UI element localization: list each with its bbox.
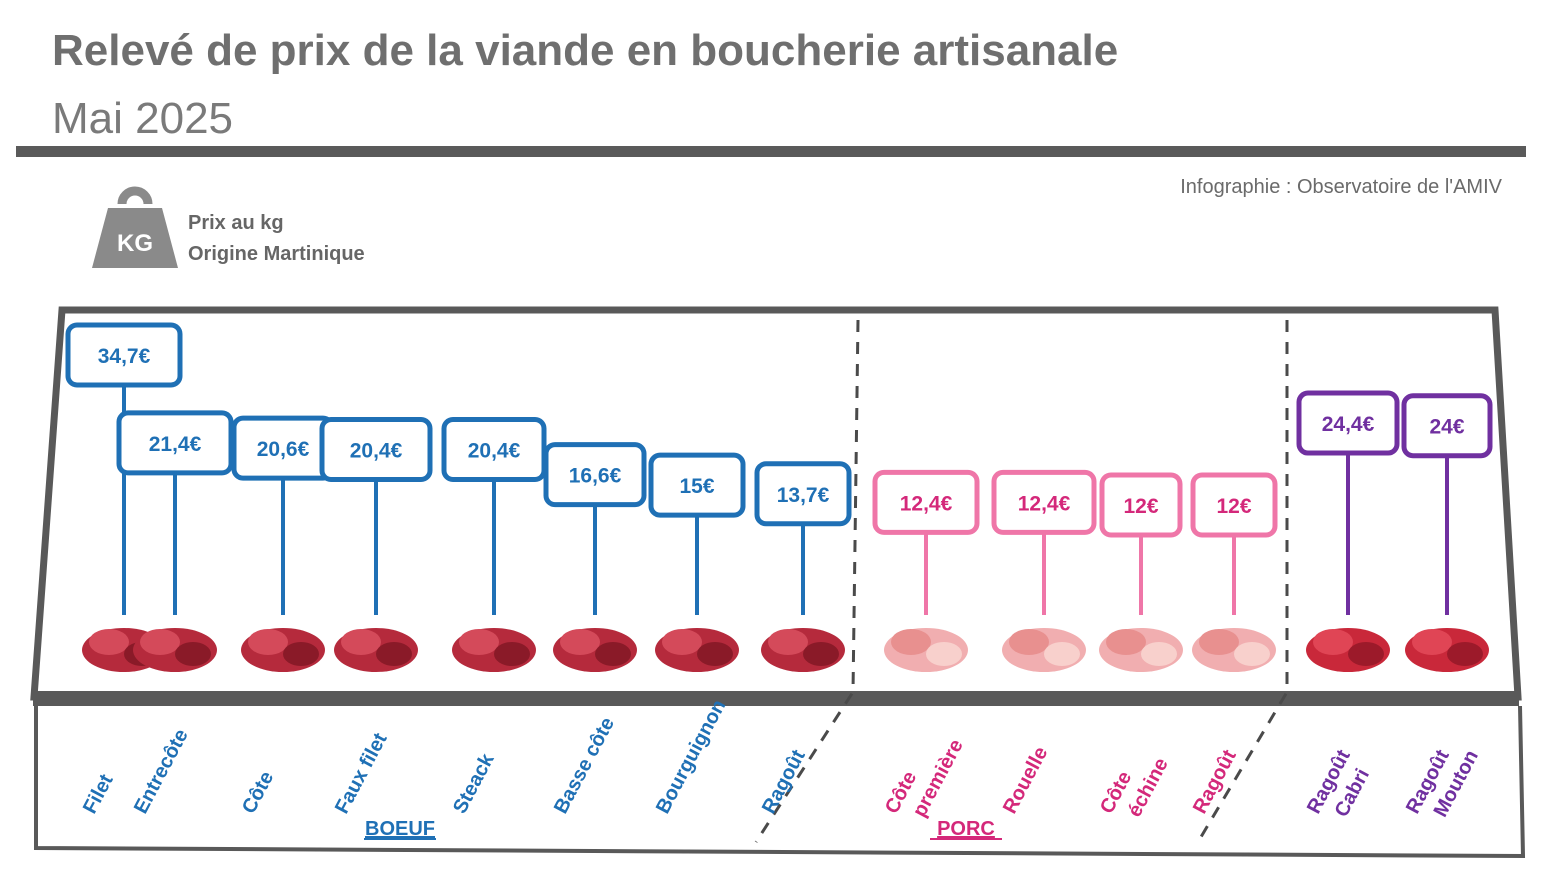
page-subtitle: Mai 2025 <box>52 94 234 143</box>
price-tag <box>441 416 547 482</box>
case-bottom-outline <box>34 705 1526 859</box>
price-label: 15€ <box>679 475 714 498</box>
price-label: 12€ <box>1123 495 1158 518</box>
price-label: 20,6€ <box>257 438 310 461</box>
category-label-line: Steack <box>449 749 499 817</box>
category-label: Bourguignon <box>652 696 730 817</box>
page-title: Relevé de prix de la viande en boucherie… <box>52 26 1119 75</box>
group-label: BOEUF <box>365 818 435 840</box>
price-tag <box>543 442 647 508</box>
legend-line-2: Origine Martinique <box>188 243 365 265</box>
beef-cote-photo <box>241 628 325 672</box>
price-tag <box>65 322 183 388</box>
pork-cote-echine-photo <box>1099 628 1183 672</box>
chart-marks: 34,7€ Filet 21,4€ Entrecôte 20,6€ Côte 20,4€ Fa… <box>65 322 1493 840</box>
price-item: 20,6€ Côte <box>231 415 335 818</box>
price-item: 16,6€ Basse côte <box>543 442 647 818</box>
price-tag <box>1401 393 1493 459</box>
price-label: 21,4€ <box>149 433 202 456</box>
price-label: 12€ <box>1216 495 1251 518</box>
separator-porc-ovin <box>1196 320 1289 843</box>
price-item: 15€ Bourguignon <box>648 452 746 817</box>
beef-basse-cote-photo <box>553 628 637 672</box>
price-item: 12,4€ Rouelle <box>991 469 1097 817</box>
category-label-line: Ragoût <box>1189 746 1241 817</box>
beef-faux-filet-photo <box>334 628 418 672</box>
pork-cote-premiere-photo <box>884 628 968 672</box>
group-label: PORC <box>937 818 995 840</box>
price-tag <box>991 469 1097 535</box>
category-label-line: Bourguignon <box>652 696 730 817</box>
price-item: 21,4€ Entrecôte <box>116 410 234 818</box>
price-label: 20,4€ <box>468 439 521 462</box>
category-label-line: Basse côte <box>550 714 619 818</box>
category-label: Entrecôte <box>130 726 193 818</box>
price-tag <box>648 452 746 518</box>
price-label: 34,7€ <box>98 345 151 368</box>
title-divider <box>16 146 1526 157</box>
price-label: 13,7€ <box>777 484 830 507</box>
pork-rouelle-photo <box>1002 628 1086 672</box>
price-label: 16,6€ <box>569 465 622 488</box>
price-tag <box>872 469 980 535</box>
beef-ragout-photo <box>761 628 845 672</box>
category-label-line: Côte <box>238 768 278 818</box>
category-label-line: Ragoût <box>758 746 810 817</box>
price-label: 24€ <box>1429 416 1464 439</box>
kg-icon-text: KG <box>117 230 153 257</box>
price-tag <box>319 416 433 482</box>
price-tag <box>1296 390 1400 456</box>
price-tag <box>754 461 852 527</box>
display-case-frame <box>30 306 1526 859</box>
price-label: 12,4€ <box>1018 492 1071 515</box>
price-item: 12€ Ragoût <box>1189 472 1278 817</box>
price-item: 13,7€ Ragoût <box>754 461 852 817</box>
case-shelf <box>33 691 1519 706</box>
category-label: Côte <box>238 768 278 818</box>
legend-line-1: Prix au kg <box>188 212 284 234</box>
beef-steak-photo <box>452 628 536 672</box>
pork-ragout-photo <box>1192 628 1276 672</box>
category-label: Ragoût <box>1189 746 1241 817</box>
price-item: 20,4€ Steack <box>441 416 547 817</box>
credit-text: Infographie : Observatoire de l'AMIV <box>1180 176 1502 198</box>
separator-boeuf-porc <box>754 319 860 843</box>
price-label: 20,4€ <box>350 439 403 462</box>
category-label: Steack <box>449 749 499 817</box>
category-label-line: Rouelle <box>999 743 1052 817</box>
beef-entrecote-photo <box>133 628 217 672</box>
price-label: 24,4€ <box>1322 413 1375 436</box>
category-label: Faux filet <box>331 729 392 817</box>
category-label: Ragoût <box>758 746 810 817</box>
price-label: 12,4€ <box>900 492 953 515</box>
price-tag <box>1099 472 1183 538</box>
price-item: 20,4€ Faux filet <box>319 416 433 817</box>
category-label: Filet <box>79 770 118 817</box>
category-label-line: Filet <box>79 770 118 817</box>
category-label: Basse côte <box>550 714 619 818</box>
category-label-line: Entrecôte <box>130 726 193 818</box>
price-tag <box>116 410 234 476</box>
category-label: Rouelle <box>999 743 1052 817</box>
kg-weight-icon: KG <box>92 186 178 268</box>
legend: Prix au kg Origine Martinique <box>188 208 365 270</box>
mutton-ragout-photo <box>1405 628 1489 672</box>
goat-ragout-photo <box>1306 628 1390 672</box>
price-tag <box>1190 472 1278 538</box>
category-label-line: Faux filet <box>331 729 392 817</box>
beef-bourguignon-photo <box>655 628 739 672</box>
